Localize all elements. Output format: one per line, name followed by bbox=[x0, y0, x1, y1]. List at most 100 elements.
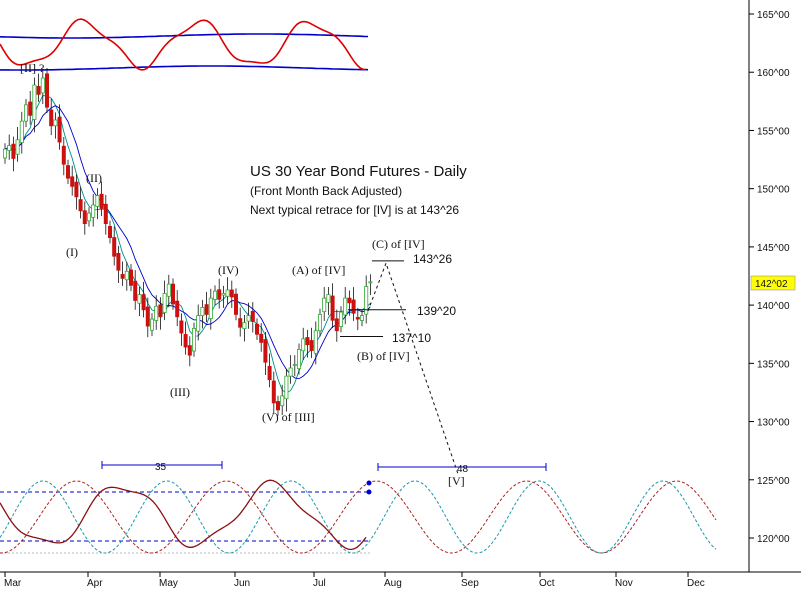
wave-label: (B) of [IV] bbox=[357, 349, 410, 363]
candle bbox=[288, 367, 293, 377]
candle bbox=[267, 365, 272, 381]
x-tick-label: Jul bbox=[313, 578, 326, 589]
x-tick-label: May bbox=[159, 578, 178, 589]
candle bbox=[57, 116, 62, 143]
x-tick-label: Jun bbox=[234, 578, 250, 589]
y-tick-label: 160^00 bbox=[757, 68, 790, 79]
candle bbox=[347, 297, 352, 304]
wave-label: (IV) bbox=[218, 263, 239, 277]
candle bbox=[263, 339, 268, 363]
candle bbox=[221, 293, 226, 296]
candle bbox=[108, 225, 113, 238]
candle bbox=[254, 323, 259, 335]
candle bbox=[145, 306, 150, 327]
candle bbox=[11, 143, 16, 159]
candle bbox=[233, 293, 238, 315]
candle bbox=[3, 148, 8, 159]
candle bbox=[53, 119, 58, 127]
candle bbox=[242, 322, 247, 330]
wave-label: (C) of [IV] bbox=[372, 237, 425, 251]
candle bbox=[103, 203, 108, 224]
projection-line bbox=[367, 261, 459, 475]
candle bbox=[343, 297, 348, 316]
candle bbox=[32, 84, 37, 120]
candle bbox=[112, 237, 117, 257]
candle bbox=[271, 380, 276, 404]
x-tick-label: Dec bbox=[687, 578, 705, 589]
y-tick-label: 155^00 bbox=[757, 126, 790, 137]
y-tick-label: 125^00 bbox=[757, 476, 790, 487]
cycle-panel bbox=[0, 461, 717, 554]
candle bbox=[212, 290, 217, 300]
candle bbox=[330, 295, 335, 321]
candle bbox=[128, 269, 133, 286]
candle bbox=[200, 307, 205, 316]
chart-subtitle: (Front Month Back Adjusted) bbox=[250, 184, 402, 198]
top-indicator-panel bbox=[0, 18, 369, 71]
wave-label: (A) of [IV] bbox=[292, 263, 345, 277]
candle bbox=[49, 109, 54, 127]
ma-slow-line bbox=[4, 105, 371, 380]
candle bbox=[141, 294, 146, 311]
candle bbox=[87, 212, 92, 222]
wave-label: [II] ? bbox=[20, 61, 44, 75]
candle bbox=[229, 289, 234, 298]
x-tick-label: Apr bbox=[87, 578, 103, 589]
candle bbox=[326, 294, 331, 303]
wave-label: (II) bbox=[86, 171, 102, 185]
x-tick-label: Aug bbox=[384, 578, 402, 589]
candle bbox=[317, 314, 322, 332]
candle bbox=[351, 299, 356, 314]
candle bbox=[301, 338, 306, 352]
candle bbox=[166, 283, 171, 297]
candle bbox=[359, 315, 364, 321]
candle bbox=[225, 289, 230, 297]
candle bbox=[78, 199, 83, 212]
candle bbox=[15, 139, 20, 155]
candle bbox=[23, 104, 28, 122]
candle bbox=[217, 289, 222, 300]
wave-label: (V) of [III] bbox=[262, 410, 315, 424]
candle bbox=[95, 195, 100, 207]
cycle-wave-teal bbox=[0, 480, 717, 554]
last-price-label: 142^02 bbox=[755, 279, 788, 290]
candle bbox=[179, 320, 184, 334]
candle bbox=[292, 364, 297, 366]
chart-note: Next typical retrace for [IV] is at 143^… bbox=[250, 203, 459, 217]
candle bbox=[120, 273, 125, 279]
x-axis-ticks: Mar Apr May Jun Jul Aug Sep Oct Nov Dec bbox=[4, 572, 705, 589]
candle bbox=[284, 375, 289, 400]
candle bbox=[28, 101, 33, 116]
candle bbox=[116, 253, 121, 271]
candle bbox=[187, 345, 192, 356]
candle bbox=[183, 334, 188, 348]
candle bbox=[280, 395, 285, 407]
candle bbox=[61, 145, 66, 165]
candle bbox=[162, 293, 167, 313]
candle bbox=[296, 348, 301, 370]
wave-label: [V] bbox=[448, 474, 465, 488]
candle bbox=[66, 165, 71, 179]
candle bbox=[191, 327, 196, 352]
candle bbox=[334, 318, 339, 332]
candle bbox=[208, 297, 213, 320]
candle bbox=[124, 270, 129, 281]
candle bbox=[74, 181, 79, 198]
y-tick-label: 135^00 bbox=[757, 359, 790, 370]
candle bbox=[204, 304, 209, 315]
candle bbox=[154, 305, 159, 321]
lower-band-line bbox=[0, 65, 368, 71]
candle bbox=[99, 193, 104, 209]
candle bbox=[19, 120, 24, 143]
candle bbox=[82, 210, 87, 224]
candle bbox=[91, 204, 96, 218]
oscillator-line bbox=[0, 18, 367, 71]
candle bbox=[338, 311, 343, 327]
ma-fast-line bbox=[4, 95, 371, 394]
candle bbox=[70, 176, 75, 187]
candle bbox=[36, 86, 41, 95]
wave-label: (III) bbox=[170, 385, 190, 399]
y-tick-label: 130^00 bbox=[757, 418, 790, 429]
candle bbox=[275, 401, 280, 411]
